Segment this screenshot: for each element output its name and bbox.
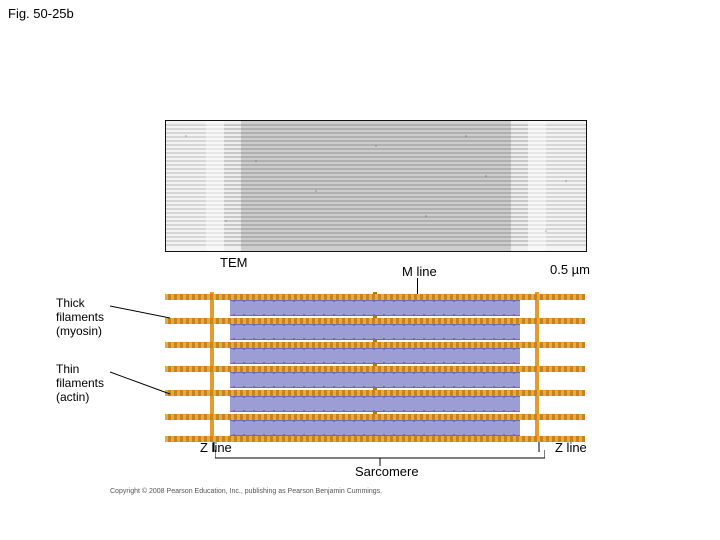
tem-svg <box>166 121 586 251</box>
figure-number: Fig. 50-25b <box>8 6 74 21</box>
sarcomere-schematic <box>165 292 585 442</box>
thick-filament <box>230 324 520 340</box>
z-line-label-right: Z line <box>555 440 587 455</box>
sarcomere-bracket <box>215 448 545 462</box>
thick-filament <box>230 300 520 316</box>
copyright-text: Copyright © 2008 Pearson Education, Inc.… <box>110 488 382 495</box>
thick-label-leader <box>110 300 175 330</box>
sarcomere-label: Sarcomere <box>355 464 419 479</box>
thin-label-leader <box>110 366 175 400</box>
thick-filament-label: Thick filaments (myosin) <box>56 296 104 338</box>
tem-micrograph <box>165 120 587 252</box>
scale-bar-label: 0.5 µm <box>550 262 590 277</box>
thick-filament <box>230 420 520 436</box>
tem-label: TEM <box>220 255 247 270</box>
thick-filament <box>230 396 520 412</box>
thick-filament <box>230 372 520 388</box>
m-line-label-top: M line <box>402 264 437 279</box>
thick-filament <box>230 348 520 364</box>
thin-filament-label: Thin filaments (actin) <box>56 362 104 404</box>
